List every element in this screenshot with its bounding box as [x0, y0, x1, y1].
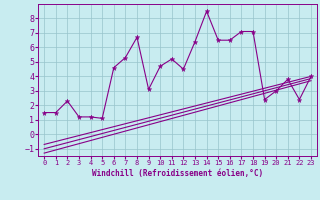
X-axis label: Windchill (Refroidissement éolien,°C): Windchill (Refroidissement éolien,°C): [92, 169, 263, 178]
